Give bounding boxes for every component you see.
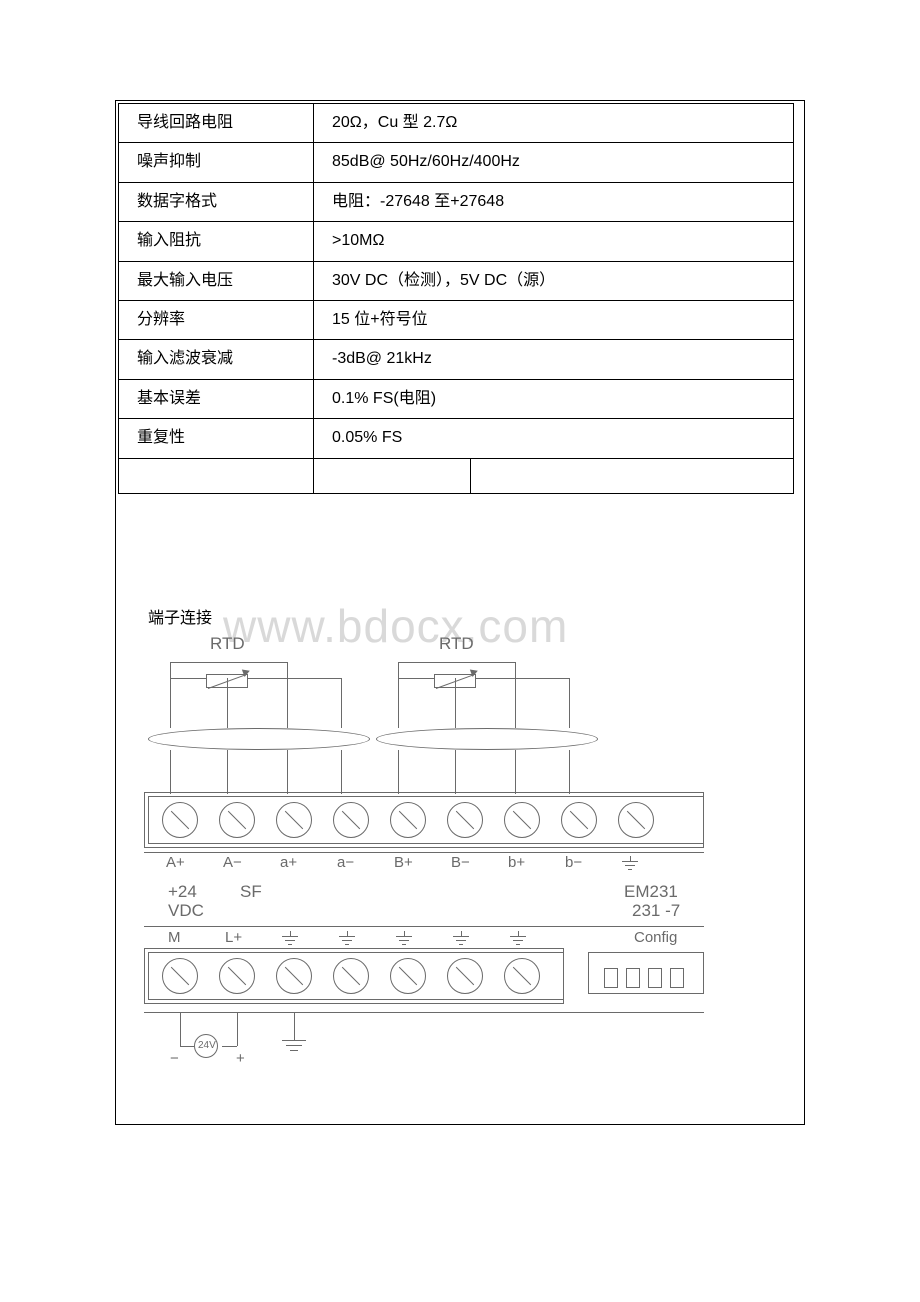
psu-minus: −	[170, 1050, 179, 1067]
terminal-label	[282, 929, 298, 946]
terminal-label: L+	[225, 929, 242, 946]
terminal-screw	[333, 958, 369, 994]
terminal-label	[396, 929, 412, 946]
rtd-label-1: RTD	[210, 634, 245, 654]
spec-table: 导线回路电阻20Ω，Cu 型 2.7Ω噪声抑制85dB@ 50Hz/60Hz/4…	[118, 103, 794, 494]
spec-label: 数据字格式	[119, 182, 314, 221]
spec-label: 输入阻抗	[119, 222, 314, 261]
terminal-label: b−	[565, 854, 582, 871]
psu-voltage: 24V	[198, 1040, 216, 1051]
spec-value: -3dB@ 21kHz	[314, 340, 794, 379]
terminal-label: a+	[280, 854, 297, 871]
psu-plus: +	[236, 1050, 245, 1067]
spec-label: 输入滤波衰减	[119, 340, 314, 379]
spec-value: 电阻：-27648 至+27648	[314, 182, 794, 221]
vdc-label-line2: VDC	[168, 901, 204, 921]
wiring-diagram: RTD RTD	[144, 634, 794, 1104]
terminal-screw	[219, 802, 255, 838]
terminal-screw	[504, 802, 540, 838]
spec-label: 最大输入电压	[119, 261, 314, 300]
terminal-screw	[162, 958, 198, 994]
spec-value: 20Ω，Cu 型 2.7Ω	[314, 104, 794, 143]
spec-label: 分辨率	[119, 300, 314, 339]
terminal-label	[510, 929, 526, 946]
spec-label: 重复性	[119, 419, 314, 458]
spec-value: >10MΩ	[314, 222, 794, 261]
spec-value: 15 位+符号位	[314, 300, 794, 339]
dip-switch	[604, 968, 618, 988]
dip-switch	[648, 968, 662, 988]
terminal-label	[339, 929, 355, 946]
terminal-label: a−	[337, 854, 354, 871]
spec-label: 噪声抑制	[119, 143, 314, 182]
terminal-label: B+	[394, 854, 413, 871]
terminal-screw	[561, 802, 597, 838]
section-title: 端子连接	[148, 604, 794, 628]
terminal-label: B−	[451, 854, 470, 871]
terminal-label: A+	[166, 854, 185, 871]
document-frame: 导线回路电阻20Ω，Cu 型 2.7Ω噪声抑制85dB@ 50Hz/60Hz/4…	[115, 100, 805, 1125]
terminal-screw	[276, 958, 312, 994]
em231-label: EM231	[624, 882, 678, 902]
terminal-screw	[618, 802, 654, 838]
terminal-screw	[390, 958, 426, 994]
terminal-screw	[390, 802, 426, 838]
terminal-label: b+	[508, 854, 525, 871]
terminal-label	[453, 929, 469, 946]
dip-switch	[670, 968, 684, 988]
terminal-label	[622, 854, 638, 871]
spec-empty-cell	[314, 458, 794, 493]
cable-shield-1	[148, 728, 370, 750]
spacer: www.bdocx.com	[118, 494, 794, 604]
sf-label: SF	[240, 882, 262, 902]
terminal-screw	[333, 802, 369, 838]
terminal-screw	[276, 802, 312, 838]
spec-value: 0.1% FS(电阻)	[314, 379, 794, 418]
terminal-label: M	[168, 929, 181, 946]
dip-switch	[626, 968, 640, 988]
spec-label: 导线回路电阻	[119, 104, 314, 143]
terminal-screw	[219, 958, 255, 994]
spec-value: 85dB@ 50Hz/60Hz/400Hz	[314, 143, 794, 182]
terminal-screw	[162, 802, 198, 838]
spec-empty-cell	[119, 458, 314, 493]
terminal-screw	[447, 958, 483, 994]
em231-sub-label: 231 -7	[632, 901, 680, 921]
cable-shield-2	[376, 728, 598, 750]
terminal-label: A−	[223, 854, 242, 871]
spec-value: 0.05% FS	[314, 419, 794, 458]
spec-label: 基本误差	[119, 379, 314, 418]
terminal-screw	[504, 958, 540, 994]
config-label: Config	[634, 929, 677, 946]
spec-value: 30V DC（检测），5V DC（源）	[314, 261, 794, 300]
terminal-screw	[447, 802, 483, 838]
vdc-label-line1: +24	[168, 882, 197, 902]
rtd-label-2: RTD	[439, 634, 474, 654]
